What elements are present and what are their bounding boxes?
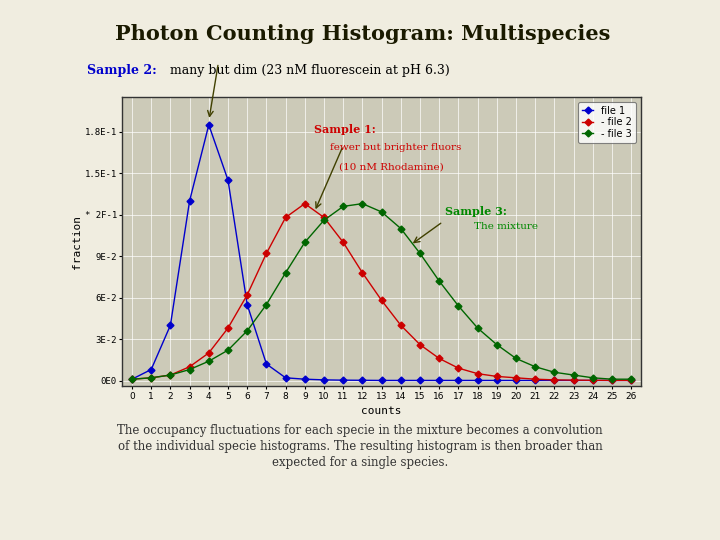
Line: file 1: file 1 (130, 123, 634, 383)
file 1 (570, 377, 578, 384)
file 1 (492, 377, 501, 384)
- file 2 (435, 355, 444, 362)
- file 3 (147, 375, 156, 381)
file 1 (127, 376, 136, 382)
Text: Photon Counting Histogram: Multispecies: Photon Counting Histogram: Multispecies (114, 24, 610, 44)
- file 2 (127, 376, 136, 382)
Text: Sample 3:: Sample 3: (445, 206, 507, 218)
- file 2 (454, 365, 463, 372)
- file 2 (339, 239, 348, 246)
file 1 (512, 377, 521, 384)
- file 3 (588, 375, 597, 381)
- file 2 (512, 375, 521, 381)
file 1 (358, 377, 366, 383)
file 1 (166, 322, 175, 328)
- file 2 (627, 377, 636, 384)
- file 3 (415, 250, 424, 256)
Legend: file 1, - file 2, - file 3: file 1, - file 2, - file 3 (578, 102, 636, 143)
- file 3 (127, 376, 136, 382)
Text: Sample 1:: Sample 1: (315, 124, 376, 134)
- file 3 (454, 303, 463, 309)
- file 3 (550, 369, 559, 375)
- file 3 (531, 363, 539, 370)
- file 3 (166, 372, 175, 379)
- file 3 (243, 328, 251, 334)
file 1 (397, 377, 405, 384)
file 1 (415, 377, 424, 384)
file 1 (185, 198, 194, 204)
file 1 (224, 177, 233, 184)
- file 2 (224, 325, 233, 331)
file 1 (243, 301, 251, 308)
file 1 (262, 361, 271, 367)
Text: Sample 2:: Sample 2: (87, 64, 157, 77)
- file 3 (492, 341, 501, 348)
- file 2 (550, 376, 559, 383)
- file 3 (397, 225, 405, 232)
Text: many but dim (23 nM fluorescein at pH 6.3): many but dim (23 nM fluorescein at pH 6.… (166, 64, 450, 77)
- file 3 (473, 325, 482, 331)
- file 3 (224, 347, 233, 353)
- file 3 (262, 301, 271, 308)
- file 2 (320, 214, 328, 221)
file 1 (627, 377, 636, 384)
file 1 (588, 377, 597, 384)
- file 2 (570, 377, 578, 383)
- file 2 (358, 269, 366, 276)
Line: - file 2: - file 2 (130, 201, 634, 383)
file 1 (300, 376, 309, 382)
- file 2 (473, 370, 482, 377)
- file 2 (377, 297, 386, 303)
- file 2 (531, 376, 539, 382)
Text: of the individual specie histograms. The resulting histogram is then broader tha: of the individual specie histograms. The… (117, 440, 603, 453)
- file 3 (570, 372, 578, 379)
- file 2 (262, 250, 271, 256)
- file 3 (300, 239, 309, 246)
- file 3 (204, 358, 213, 365)
- file 2 (300, 200, 309, 207)
Text: fewer but brighter fluors: fewer but brighter fluors (330, 143, 461, 152)
- file 3 (282, 269, 290, 276)
- file 3 (320, 217, 328, 224)
- file 2 (147, 375, 156, 381)
- file 2 (185, 363, 194, 370)
file 1 (473, 377, 482, 384)
- file 3 (377, 208, 386, 215)
- file 3 (185, 366, 194, 373)
file 1 (339, 377, 348, 383)
- file 2 (166, 372, 175, 379)
file 1 (377, 377, 386, 384)
- file 2 (397, 322, 405, 328)
file 1 (608, 377, 616, 384)
- file 3 (358, 200, 366, 207)
Text: (10 nM Rhodamine): (10 nM Rhodamine) (339, 162, 444, 171)
- file 3 (435, 278, 444, 284)
- file 3 (627, 376, 636, 382)
Text: The occupancy fluctuations for each specie in the mixture becomes a convolution: The occupancy fluctuations for each spec… (117, 424, 603, 437)
- file 2 (415, 341, 424, 348)
- file 3 (339, 203, 348, 210)
- file 2 (282, 214, 290, 221)
- file 2 (492, 373, 501, 380)
- file 2 (243, 292, 251, 298)
X-axis label: counts: counts (361, 406, 402, 416)
Text: expected for a single species.: expected for a single species. (272, 456, 448, 469)
file 1 (435, 377, 444, 384)
- file 2 (204, 350, 213, 356)
- file 3 (512, 355, 521, 362)
- file 3 (608, 376, 616, 382)
file 1 (147, 366, 156, 373)
file 1 (282, 375, 290, 381)
file 1 (550, 377, 559, 384)
file 1 (320, 376, 328, 383)
- file 2 (608, 377, 616, 384)
Y-axis label: fraction: fraction (72, 214, 82, 268)
file 1 (531, 377, 539, 384)
file 1 (454, 377, 463, 384)
Text: The mixture: The mixture (474, 222, 538, 231)
file 1 (204, 122, 213, 128)
- file 2 (588, 377, 597, 383)
Line: - file 3: - file 3 (130, 201, 634, 382)
